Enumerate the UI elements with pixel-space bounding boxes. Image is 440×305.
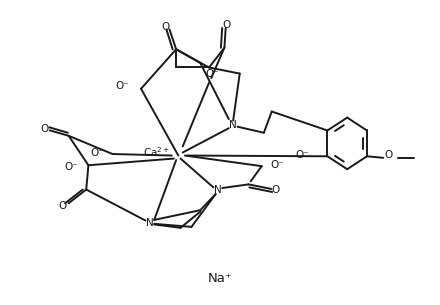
Text: O⁻: O⁻ [90, 148, 104, 158]
Text: O: O [40, 124, 49, 134]
Text: N: N [229, 120, 237, 130]
Text: O: O [58, 201, 66, 211]
Text: Ca$^{2+}$: Ca$^{2+}$ [143, 145, 170, 160]
Text: O⁻: O⁻ [65, 162, 79, 172]
Text: N: N [214, 185, 222, 196]
Text: O⁻: O⁻ [205, 70, 220, 80]
Text: Na⁺: Na⁺ [208, 272, 232, 285]
Text: O⁻: O⁻ [116, 81, 129, 91]
Text: O: O [223, 20, 231, 30]
Text: O⁻: O⁻ [295, 150, 309, 160]
Text: O⁻: O⁻ [270, 160, 284, 170]
Text: N: N [146, 218, 154, 228]
Text: O: O [161, 21, 169, 31]
Text: O: O [271, 185, 280, 195]
Text: O: O [385, 150, 393, 160]
